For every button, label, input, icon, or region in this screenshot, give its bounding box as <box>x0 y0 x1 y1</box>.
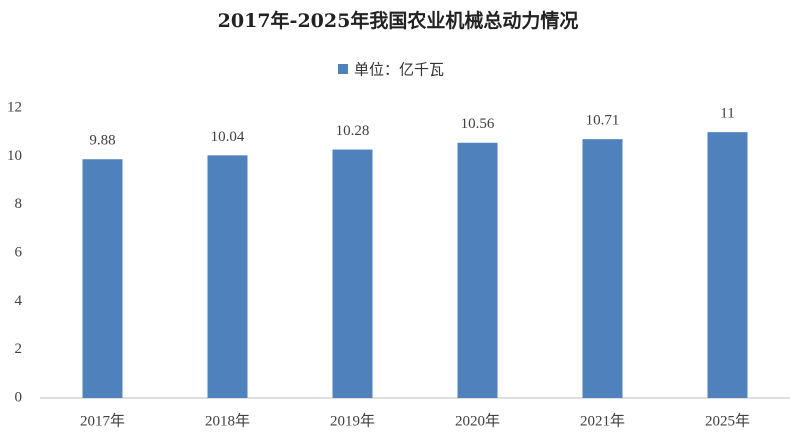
data-label: 10.28 <box>336 123 370 139</box>
data-label: 10.71 <box>586 113 620 129</box>
data-label: 9.88 <box>89 133 115 149</box>
y-tick-label: 12 <box>7 99 22 115</box>
bar <box>207 155 248 398</box>
legend-label: 单位：亿千瓦 <box>354 61 444 79</box>
x-tick-label: 2021年 <box>580 412 625 429</box>
x-tick-label: 2020年 <box>455 412 500 429</box>
x-tick-label: 2018年 <box>205 412 250 429</box>
y-tick-label: 10 <box>7 148 22 164</box>
x-tick-label: 2019年 <box>330 412 375 429</box>
bar <box>82 159 123 398</box>
y-tick-label: 8 <box>15 196 23 212</box>
bar <box>332 149 373 398</box>
bar <box>457 142 498 398</box>
data-label: 11 <box>720 106 734 122</box>
bar <box>707 132 748 398</box>
chart-title: 2017年-2025年我国农业机械总动力情况 <box>218 9 579 32</box>
y-tick-label: 4 <box>15 293 23 309</box>
y-tick-label: 2 <box>15 341 23 357</box>
y-tick-label: 0 <box>15 389 23 405</box>
data-label: 10.56 <box>461 116 495 132</box>
x-tick-label: 2025年 <box>705 412 750 429</box>
bar <box>582 139 623 399</box>
legend-swatch <box>338 64 348 74</box>
y-tick-label: 6 <box>15 244 23 260</box>
x-tick-label: 2017年 <box>80 412 125 429</box>
data-label: 10.04 <box>211 129 245 145</box>
